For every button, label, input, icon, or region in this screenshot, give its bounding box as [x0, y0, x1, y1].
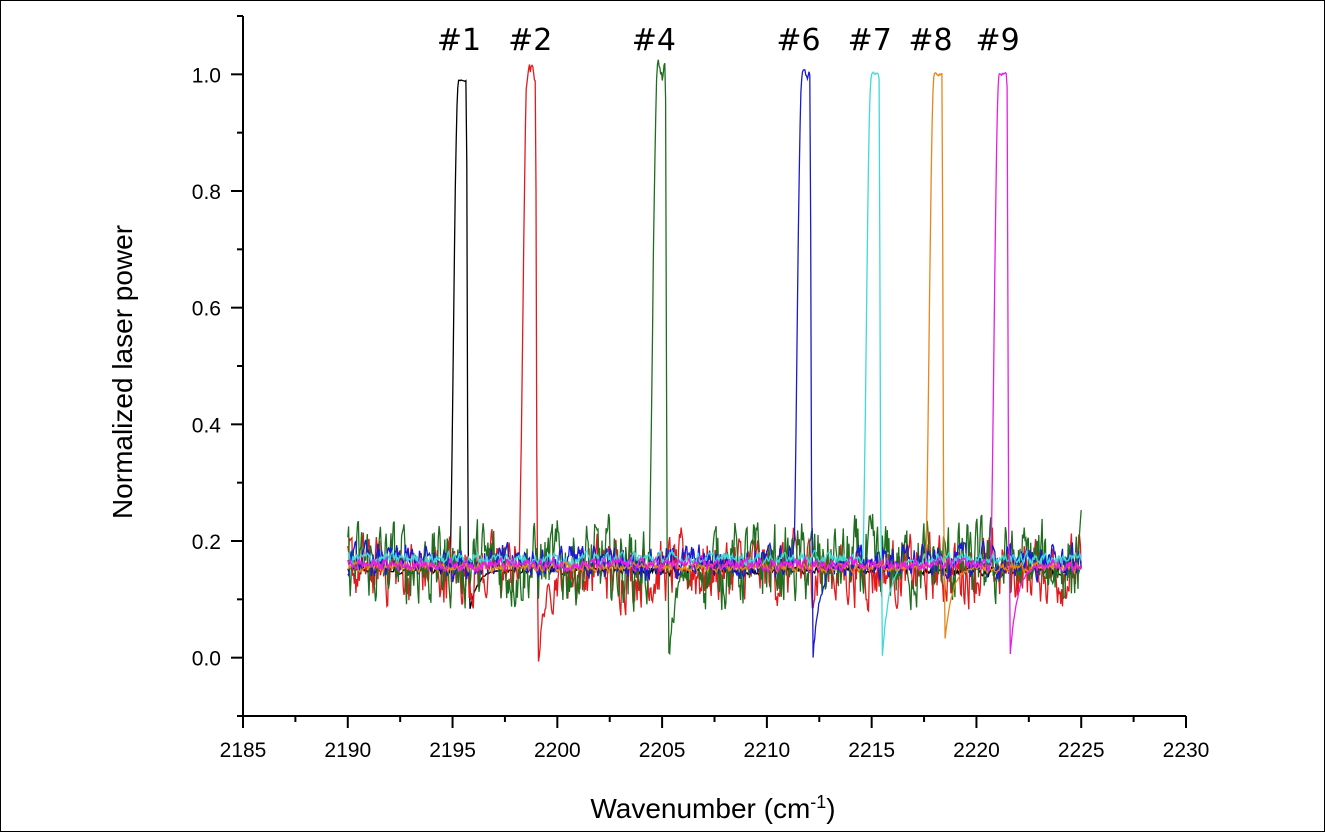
peak-label: #8 — [908, 23, 952, 58]
peak-label: #9 — [975, 23, 1019, 58]
peak-label: #6 — [776, 23, 820, 58]
x-axis-title-tail: ) — [826, 793, 835, 824]
y-tick-label: 0.8 — [192, 181, 221, 204]
series-line-n4 — [347, 59, 1082, 656]
x-tick-label: 2185 — [220, 739, 267, 762]
x-axis-title-sup: -1 — [810, 792, 826, 812]
axes: 2185 2190 2195 2200 2205 2210 2215 2220 2225 2230… — [192, 15, 1210, 762]
x-axis-title: Wavenumber (cm-1) — [590, 792, 835, 824]
peak-label: #1 — [437, 23, 481, 58]
x-tick-label: 2220 — [953, 739, 1000, 762]
x-tick-label: 2225 — [1058, 739, 1105, 762]
peak-annotations: #1 #2 #4 #6 #7 #8 #9 — [437, 23, 1020, 58]
y-tick-label: 0.6 — [192, 298, 221, 321]
y-tick-label: 1.0 — [192, 64, 221, 87]
series-layer — [347, 59, 1082, 662]
series-line-n9 — [347, 71, 1082, 654]
y-tick-label: 0.4 — [192, 414, 222, 437]
series-line-n1 — [347, 79, 1082, 609]
peak-label: #7 — [848, 23, 892, 58]
x-tick-label: 2230 — [1163, 739, 1210, 762]
peak-label: #4 — [632, 23, 676, 58]
x-tick-label: 2210 — [744, 739, 791, 762]
x-tick-label: 2215 — [848, 739, 895, 762]
y-tick-label: 0.2 — [192, 531, 221, 554]
series-line-n6 — [347, 68, 1082, 658]
peak-label: #2 — [508, 23, 552, 58]
series-line-n7 — [347, 71, 1082, 656]
y-axis-title: Normalized laser power — [107, 225, 138, 519]
x-tick-label: 2190 — [324, 739, 371, 762]
x-tick-label: 2205 — [639, 739, 686, 762]
x-tick-label: 2200 — [534, 739, 581, 762]
x-axis-title-main: Wavenumber (cm — [590, 793, 810, 824]
x-tick-label: 2195 — [429, 739, 476, 762]
y-tick-label: 0.0 — [192, 648, 221, 671]
